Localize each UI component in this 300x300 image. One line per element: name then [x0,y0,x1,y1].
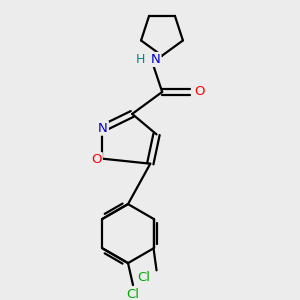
Text: Cl: Cl [127,288,140,300]
Text: O: O [194,85,204,98]
Text: N: N [151,53,160,66]
Text: N: N [98,122,108,135]
Text: H: H [136,53,146,66]
Text: O: O [91,153,102,166]
Text: Cl: Cl [137,271,150,284]
